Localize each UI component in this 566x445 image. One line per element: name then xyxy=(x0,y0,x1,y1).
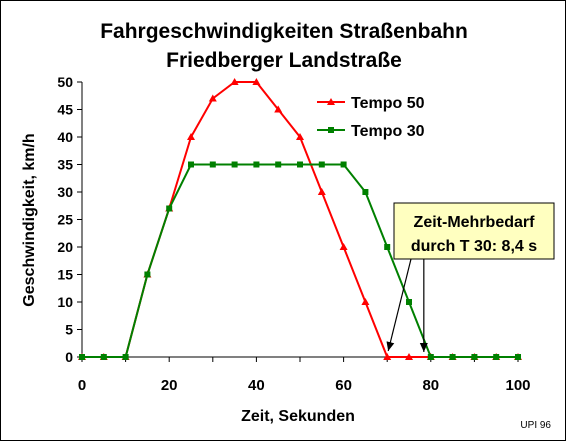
legend-label-tempo-30: Tempo 30 xyxy=(351,123,425,140)
y-tick-label: 35 xyxy=(57,157,73,173)
data-point-tempo-50 xyxy=(405,353,413,360)
data-point-tempo-50 xyxy=(187,133,195,140)
data-point-tempo-30 xyxy=(384,244,391,250)
data-point-tempo-50 xyxy=(317,188,326,195)
x-tick-label: 40 xyxy=(248,377,265,394)
data-point-tempo-30 xyxy=(427,354,434,360)
legend-marker-tempo-30 xyxy=(328,127,334,133)
legend-label-tempo-50: Tempo 50 xyxy=(351,95,425,112)
data-point-tempo-30 xyxy=(471,354,478,360)
data-point-tempo-30 xyxy=(340,161,347,168)
y-axis-label: Geschwindigkeit, km/h xyxy=(21,133,38,306)
data-point-tempo-30 xyxy=(515,354,521,360)
data-point-tempo-30 xyxy=(144,271,151,278)
data-point-tempo-30 xyxy=(318,161,325,168)
data-point-tempo-30 xyxy=(188,161,194,168)
y-tick-label: 10 xyxy=(57,294,73,310)
y-tick-label: 0 xyxy=(65,349,73,365)
y-tick-label: 50 xyxy=(57,74,73,90)
y-tick-label: 30 xyxy=(57,184,73,200)
annotation-box xyxy=(393,202,555,260)
chart-title-line-2: Friedberger Landstraße xyxy=(166,49,402,72)
x-tick-label: 0 xyxy=(78,377,86,394)
data-point-tempo-30 xyxy=(100,354,107,360)
data-point-tempo-30 xyxy=(122,354,129,360)
y-tick-label: 20 xyxy=(57,239,73,255)
footnote: UPI 96 xyxy=(520,420,551,431)
data-point-tempo-50 xyxy=(252,78,261,85)
x-tick-label: 60 xyxy=(335,377,352,394)
y-tick-label: 15 xyxy=(57,267,73,283)
data-point-tempo-30 xyxy=(493,354,500,360)
series-line-tempo-30 xyxy=(82,163,518,358)
legend: Tempo 50 Tempo 30 xyxy=(317,95,425,140)
data-point-tempo-30 xyxy=(79,354,85,360)
chart-title-line-1: Fahrgeschwindigkeiten Straßenbahn xyxy=(100,20,468,43)
data-point-tempo-30 xyxy=(275,161,282,168)
data-point-tempo-30 xyxy=(406,299,412,305)
x-tick-label: 80 xyxy=(422,377,439,394)
data-point-tempo-50 xyxy=(208,94,217,102)
data-point-tempo-30 xyxy=(297,161,303,168)
data-point-tempo-30 xyxy=(362,189,369,195)
x-tick-label: 100 xyxy=(505,377,530,394)
data-point-tempo-50 xyxy=(230,78,239,85)
data-point-tempo-30 xyxy=(231,161,238,168)
data-point-tempo-50 xyxy=(361,298,370,305)
x-axis-label: Zeit, Sekunden xyxy=(241,408,355,425)
data-point-tempo-50 xyxy=(296,133,304,140)
annotation-line-2: durch T 30: 8,4 s xyxy=(411,238,537,255)
legend-marker-tempo-50 xyxy=(327,98,335,105)
annotation-line-1: Zeit-Mehrbedarf xyxy=(414,214,536,231)
data-point-tempo-50 xyxy=(274,105,283,113)
annotation-arrow-1 xyxy=(386,258,412,352)
data-point-tempo-30 xyxy=(166,205,173,212)
data-point-tempo-50 xyxy=(339,243,348,250)
data-point-tempo-50 xyxy=(383,353,392,360)
data-point-tempo-30 xyxy=(253,161,260,168)
y-tick-label: 5 xyxy=(65,322,73,338)
y-tick-label: 45 xyxy=(57,102,73,118)
y-tick-label: 25 xyxy=(57,212,73,228)
y-tick-label: 40 xyxy=(57,129,73,145)
plot-area: 0 5 10 15 20 25 30 35 40 45 50 0 20 40 60 80 100 xyxy=(57,74,530,394)
annotation: Zeit-Mehrbedarf durch T 30: 8,4 s xyxy=(386,202,555,352)
x-tick-label: 20 xyxy=(161,377,178,394)
data-point-tempo-30 xyxy=(209,161,216,168)
data-point-tempo-30 xyxy=(449,354,456,360)
